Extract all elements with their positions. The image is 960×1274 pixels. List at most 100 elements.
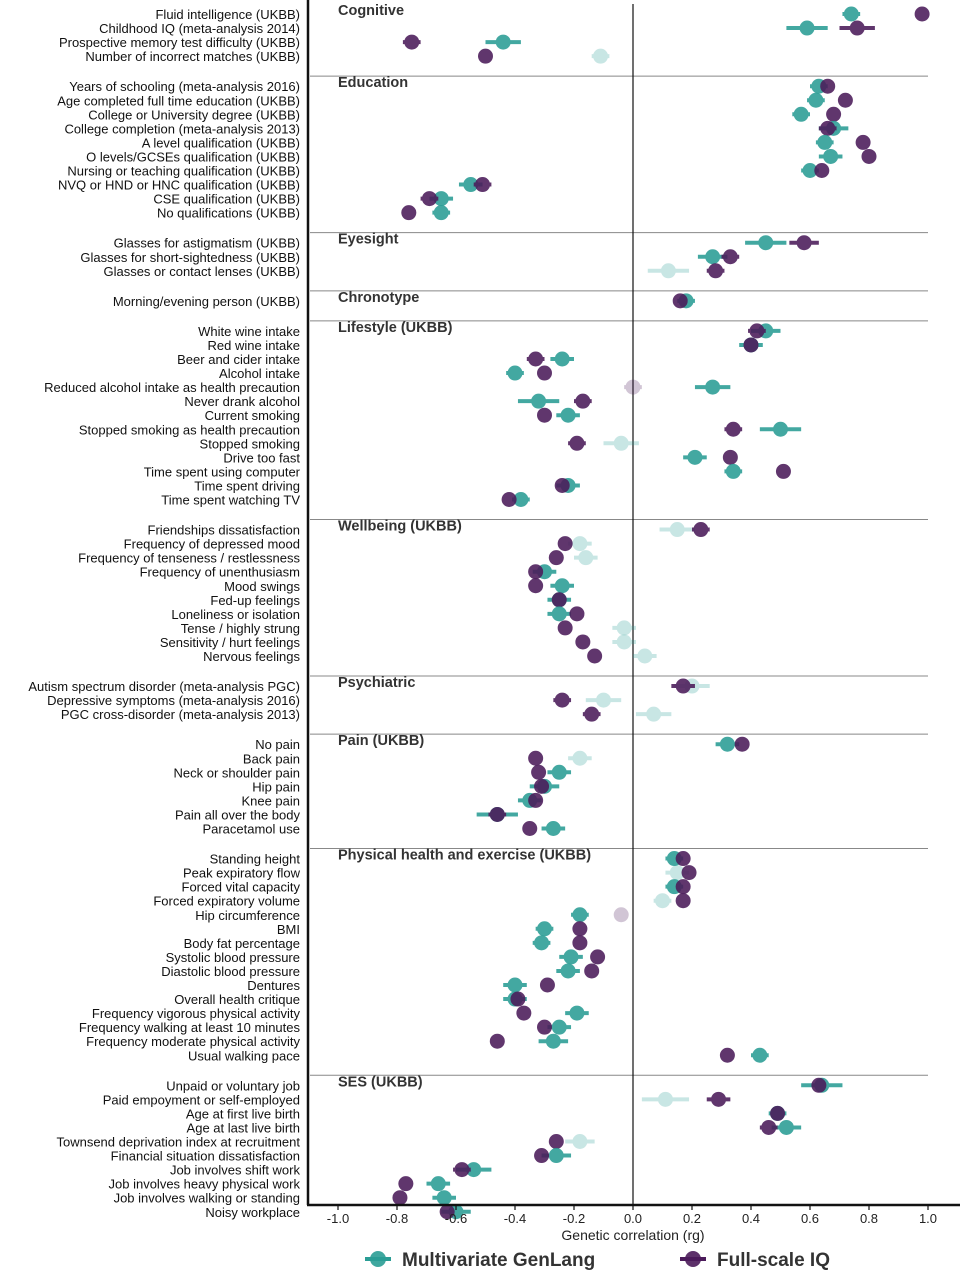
iq-mark-point — [421, 191, 437, 207]
genlang-mark-point — [808, 92, 824, 108]
iq-mark-point — [584, 963, 600, 979]
row-label: Number of incorrect matches (UKBB) — [85, 49, 300, 64]
genlang-mark — [647, 263, 690, 279]
genlang-mark-point — [823, 148, 839, 164]
iq-mark — [537, 1019, 552, 1035]
iq-mark-point — [557, 536, 573, 552]
genlang-mark — [751, 1047, 769, 1063]
genlang-mark — [485, 34, 521, 50]
row-label: Job involves heavy physical work — [109, 1177, 301, 1192]
row-label: Morning/evening person (UKBB) — [113, 294, 300, 309]
x-tick-label: 0.4 — [742, 1211, 760, 1226]
row-label: Sensitivity / hurt feelings — [160, 635, 301, 650]
genlang-mark-point — [646, 706, 662, 722]
iq-mark-point — [516, 1005, 532, 1021]
iq-mark — [675, 879, 691, 895]
genlang-mark-point — [495, 34, 511, 50]
iq-mark — [439, 1204, 455, 1220]
row-label: Knee pain — [241, 793, 300, 808]
x-tick-label: 0.2 — [683, 1211, 701, 1226]
genlang-mark — [432, 205, 451, 221]
row-label: Forced expiratory volume — [153, 894, 300, 909]
genlang-mark — [550, 351, 574, 367]
iq-mark — [759, 1119, 778, 1135]
iq-mark-point — [548, 550, 564, 566]
iq-mark-point — [826, 106, 842, 122]
iq-mark-point — [575, 634, 591, 650]
iq-mark-point — [569, 435, 585, 451]
genlang-mark-point — [802, 163, 818, 178]
row-label: College completion (meta-analysis 2013) — [64, 121, 300, 136]
iq-mark — [575, 634, 591, 650]
iq-mark — [557, 620, 573, 636]
iq-mark — [914, 6, 930, 22]
iq-mark — [526, 351, 545, 367]
genlang-mark-point — [669, 865, 685, 881]
iq-mark — [501, 492, 517, 507]
row-label: Fed-up feelings — [210, 593, 300, 608]
row-label: Overall health critique — [174, 992, 300, 1007]
row-label: Frequency of unenthusiasm — [140, 565, 300, 580]
iq-mark — [775, 463, 791, 479]
group-title: Cognitive — [338, 3, 404, 19]
legend-item: Multivariate GenLang — [365, 1250, 595, 1271]
genlang-mark — [565, 1134, 595, 1149]
iq-mark — [453, 1162, 471, 1178]
legend-label: Full-scale IQ — [717, 1250, 830, 1271]
row-label: Glasses for short-sightedness (UKBB) — [80, 250, 300, 265]
genlang-mark — [550, 578, 574, 594]
genlang-mark — [547, 764, 572, 780]
row-label: Body fat percentage — [184, 936, 300, 951]
row-label: Drive too fast — [223, 450, 300, 465]
iq-mark-point — [510, 991, 526, 1007]
genlang-mark — [532, 935, 551, 951]
legend: Multivariate GenLang Full-scale IQ — [365, 1250, 830, 1271]
genlang-mark-point — [719, 736, 735, 752]
iq-mark — [510, 991, 526, 1007]
iq-mark — [855, 134, 871, 150]
genlang-mark — [694, 379, 731, 395]
iq-mark — [398, 1176, 414, 1192]
row-label: Neck or shoulder pain — [174, 765, 300, 780]
genlang-mark — [503, 977, 527, 993]
genlang-mark — [786, 20, 828, 36]
group-title: Wellbeing (UKBB) — [338, 519, 462, 535]
row-label: Hip circumference — [195, 908, 300, 923]
row-label: O levels/GCSEs qualification (UKBB) — [86, 149, 300, 164]
iq-mark — [534, 1148, 550, 1164]
legend-swatch-point — [370, 1251, 386, 1267]
iq-mark-point — [539, 977, 555, 993]
iq-mark — [584, 963, 600, 979]
iq-mark-point — [528, 750, 544, 766]
genlang-mark-point — [613, 435, 629, 451]
iq-mark — [528, 564, 544, 580]
iq-mark — [528, 578, 544, 594]
iq-mark-point — [681, 865, 697, 881]
iq-mark — [572, 921, 588, 937]
row-label: Noisy workplace — [205, 1205, 300, 1220]
genlang-mark-point — [531, 393, 547, 409]
axes: -1.0 -0.8 -0.6 -0.4 -0.2 0.0 0.2 0.4 0.6 0.8 1.0 — [306, 0, 960, 1226]
row-label: Townsend deprivation index at recruitmen… — [56, 1135, 300, 1150]
genlang-mark — [653, 893, 672, 909]
genlang-mark-point — [596, 692, 611, 708]
row-label: CSE qualification (UKBB) — [153, 192, 300, 207]
genlang-mark-point — [572, 750, 588, 766]
iq-mark — [401, 205, 417, 221]
row-label: Frequency of tenseness / restlessness — [78, 551, 300, 566]
iq-mark — [861, 148, 877, 164]
iq-mark — [826, 106, 842, 122]
iq-mark-point — [796, 235, 812, 251]
row-label: College or University degree (UKBB) — [88, 107, 300, 122]
genlang-mark-point — [616, 634, 632, 650]
genlang-mark — [568, 750, 592, 766]
genlang-mark-point — [563, 949, 579, 965]
iq-mark — [539, 977, 555, 993]
iq-mark-point — [693, 522, 709, 538]
row-label: Nursing or teaching qualification (UKBB) — [67, 164, 300, 179]
iq-mark — [488, 806, 507, 822]
genlang-mark-point — [430, 1176, 446, 1192]
genlang-mark-point — [554, 351, 570, 367]
row-label: White wine intake — [198, 324, 300, 339]
